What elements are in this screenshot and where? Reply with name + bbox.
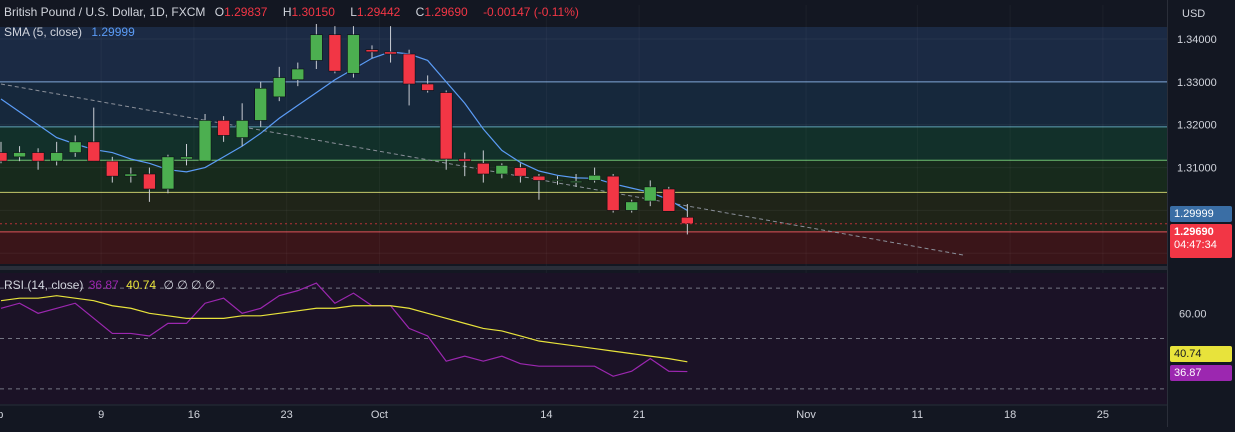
price-tick-label: 1.31000: [1177, 163, 1217, 175]
candle-body: [328, 34, 342, 72]
candle-body: [217, 120, 230, 136]
price-zone: [0, 126, 1167, 161]
candle-body: [532, 175, 546, 181]
rsi-legend-ma-value: 40.74: [126, 278, 157, 292]
time-tick-label: Sep: [0, 409, 3, 421]
candle-body: [588, 174, 601, 181]
candle-body: [124, 173, 138, 177]
last-price-value: 1.29690: [1174, 226, 1214, 238]
candle-body: [681, 216, 694, 225]
candle-body: [87, 141, 101, 162]
low-value: 1.29442: [356, 5, 401, 19]
candle-body: [291, 68, 305, 81]
high-group: H1.30150: [283, 5, 344, 19]
candle-body: [551, 179, 564, 181]
candle-body: [458, 158, 472, 162]
candle-body: [347, 34, 360, 74]
close-value: 1.29690: [424, 5, 468, 19]
sma-legend-label: SMA (5, close): [4, 25, 83, 39]
candle-body: [495, 165, 509, 175]
candle-body: [662, 188, 676, 212]
rsi-tick-label: 60.00: [1179, 308, 1207, 320]
candle-body: [68, 141, 82, 153]
close-group: C1.29690: [416, 5, 477, 19]
sma-price-tag: 1.29999: [1170, 206, 1232, 222]
open-group: O1.29837: [215, 5, 277, 19]
time-tick-label: 14: [540, 409, 552, 421]
time-tick-label: 9: [98, 409, 104, 421]
candle-body: [365, 49, 379, 53]
price-zone: [0, 231, 1167, 264]
price-zone: [0, 27, 1167, 82]
sma-legend-value: 1.29999: [91, 25, 135, 39]
candle-body: [476, 162, 490, 175]
sma-line: [0, 51, 688, 211]
price-tick-label: 1.33000: [1177, 77, 1217, 89]
time-tick-label: 16: [188, 409, 200, 421]
rsi-legend[interactable]: RSI (14, close) 36.87 40.74 ∅ ∅ ∅ ∅: [4, 278, 221, 292]
bar-countdown: 04:47:34: [1174, 239, 1217, 251]
candle-body: [235, 120, 249, 138]
high-label: H: [282, 5, 292, 19]
candle-body: [625, 201, 639, 211]
candle-body: [514, 167, 527, 177]
sma-legend[interactable]: SMA (5, close) 1.29999: [4, 25, 141, 39]
time-tick-label: 25: [1097, 409, 1109, 421]
time-tick-label: 11: [912, 409, 923, 421]
candle-body: [198, 120, 212, 162]
price-zone: [0, 192, 1167, 232]
change-value: -0.00147 (-0.11%): [483, 5, 579, 19]
candle-body: [143, 173, 156, 190]
candle-body: [569, 180, 583, 183]
time-tick-label: 21: [633, 409, 645, 421]
candle-body: [421, 83, 434, 91]
low-group: L1.29442: [350, 5, 409, 19]
low-label: L: [350, 5, 357, 19]
rsi-tag: 36.87: [1170, 365, 1232, 381]
candle-body: [254, 87, 267, 121]
candle-body: [272, 77, 286, 98]
rsi-legend-rsi-value: 36.87: [88, 278, 119, 292]
rsi-legend-label: RSI (14, close): [4, 278, 84, 292]
time-tick-label: 18: [1004, 409, 1016, 421]
last-price-tag: 1.29690 04:47:34: [1170, 224, 1232, 258]
currency-label[interactable]: USD: [1182, 8, 1206, 20]
symbol-title: British Pound / U.S. Dollar, 1D, FXCM: [4, 5, 206, 19]
time-tick-label: Nov: [796, 409, 816, 421]
candle-body: [606, 175, 620, 211]
candle-body: [439, 92, 453, 160]
trendline: [0, 83, 966, 256]
rsi-ma-tag: 40.74: [1170, 346, 1232, 362]
rsi-line: [0, 282, 688, 377]
rsi-pane-background: [0, 273, 1167, 404]
rsi-legend-empty-values: ∅ ∅ ∅ ∅: [163, 278, 216, 292]
time-tick-label: Oct: [371, 409, 388, 421]
price-zone: [0, 81, 1167, 127]
rsi-ma-line: [0, 295, 688, 363]
candle-body: [0, 152, 8, 162]
candle-body: [180, 156, 193, 160]
close-label: C: [415, 5, 425, 19]
high-value: 1.30150: [291, 5, 335, 19]
candle-body: [402, 53, 416, 85]
symbol-legend: British Pound / U.S. Dollar, 1D, FXCM O1…: [4, 5, 585, 19]
candle-body: [106, 160, 119, 177]
candle-body: [13, 152, 26, 158]
candle-body: [310, 34, 323, 61]
open-label: O: [214, 5, 225, 19]
price-tick-label: 1.32000: [1177, 120, 1217, 132]
open-value: 1.29837: [224, 5, 268, 19]
candle-body: [31, 152, 45, 162]
candle-body: [50, 152, 63, 162]
candle-body: [161, 156, 175, 190]
candle-body: [384, 51, 397, 55]
price-tick-label: 1.34000: [1177, 34, 1217, 46]
candle-body: [643, 186, 657, 202]
time-tick-label: 23: [281, 409, 293, 421]
